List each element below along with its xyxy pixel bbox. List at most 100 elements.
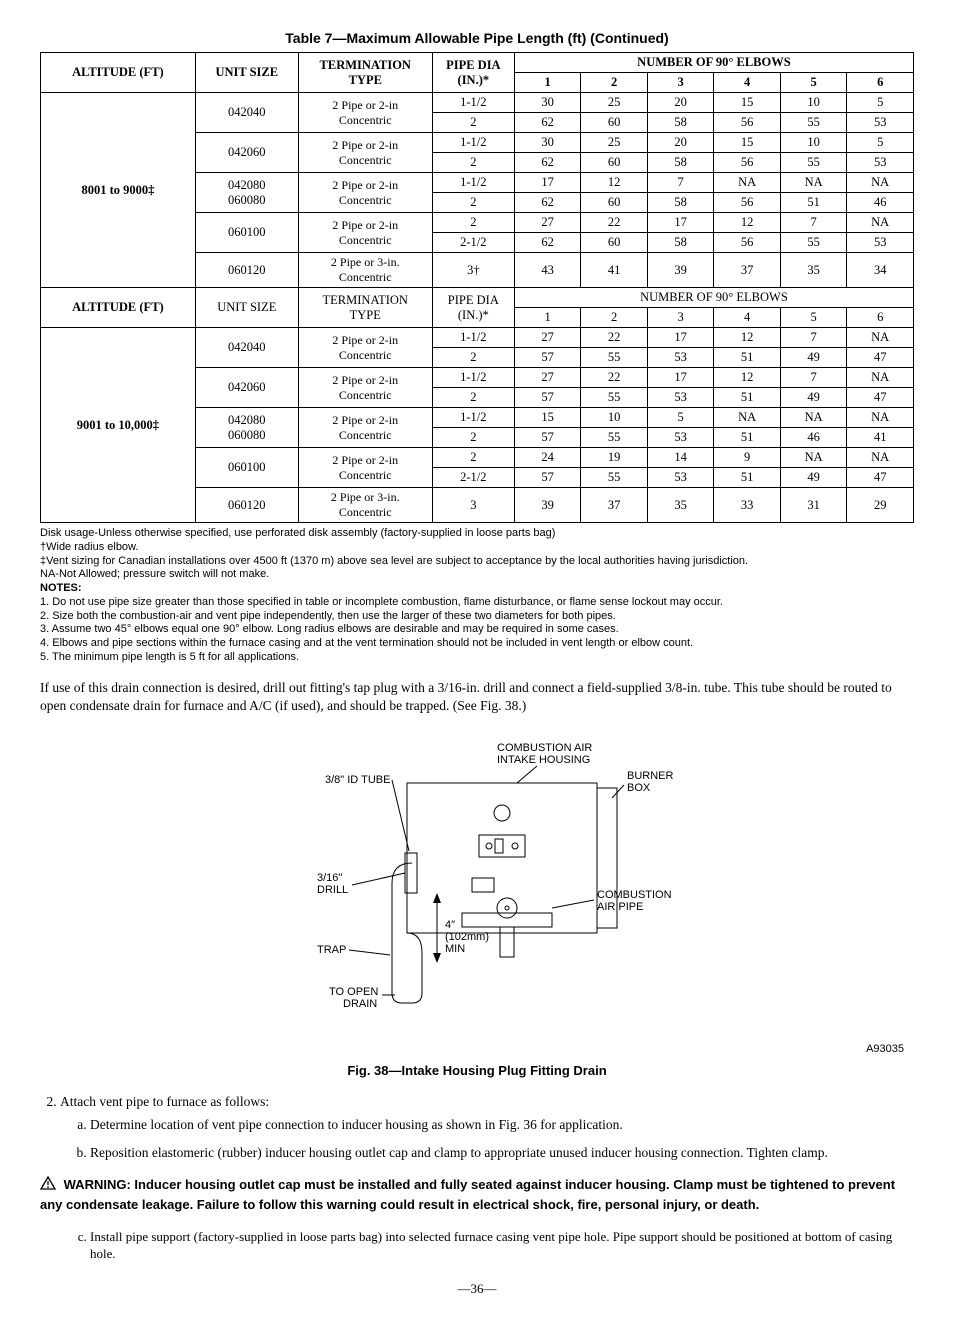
svg-text:3/8" ID TUBE: 3/8" ID TUBE: [325, 774, 390, 786]
warning-text: Inducer housing outlet cap must be insta…: [40, 1177, 895, 1211]
value-cell: 58: [647, 193, 714, 213]
termination-cell: 2 Pipe or 2-inConcentric: [298, 328, 432, 368]
pipe-dia-cell: 2: [432, 348, 514, 368]
termination-cell: 2 Pipe or 2-inConcentric: [298, 368, 432, 408]
hdr-col: 4: [714, 73, 781, 93]
value-cell: 5: [647, 408, 714, 428]
pipe-dia-cell: 2: [432, 113, 514, 133]
value-cell: 14: [647, 448, 714, 468]
hdr-pipedia: PIPE DIA(IN.)*: [432, 53, 514, 93]
unit-size-cell: 060120: [195, 253, 298, 288]
svg-text:COMBUSTION AIR: COMBUSTION AIR: [497, 742, 592, 754]
unit-size-cell: 060120: [195, 488, 298, 523]
svg-text:TO OPEN: TO OPEN: [329, 986, 378, 998]
termination-cell: 2 Pipe or 2-inConcentric: [298, 133, 432, 173]
value-cell: 35: [780, 253, 847, 288]
value-cell: 53: [847, 233, 914, 253]
value-cell: 5: [847, 93, 914, 113]
step2c: Install pipe support (factory-supplied i…: [90, 1228, 914, 1263]
value-cell: 49: [780, 468, 847, 488]
value-cell: 15: [714, 133, 781, 153]
value-cell: 30: [514, 133, 581, 153]
pipe-dia-cell: 2-1/2: [432, 468, 514, 488]
termination-cell: 2 Pipe or 3-in.Concentric: [298, 253, 432, 288]
hdr-col: 5: [780, 73, 847, 93]
midhdr-col: 1: [514, 308, 581, 328]
value-cell: 47: [847, 468, 914, 488]
value-cell: 49: [780, 348, 847, 368]
unit-size-cell: 042060: [195, 133, 298, 173]
value-cell: 9: [714, 448, 781, 468]
value-cell: 12: [714, 328, 781, 348]
hdr-col: 6: [847, 73, 914, 93]
midhdr-unitsize: UNIT SIZE: [195, 288, 298, 328]
value-cell: 58: [647, 153, 714, 173]
svg-text:3/16": 3/16": [317, 872, 342, 884]
step2a: Determine location of vent pipe connecti…: [90, 1116, 914, 1134]
svg-text:(102mm): (102mm): [445, 931, 489, 943]
value-cell: 34: [847, 253, 914, 288]
pipe-dia-cell: 2: [432, 428, 514, 448]
hdr-col: 1: [514, 73, 581, 93]
unit-size-cell: 042040: [195, 93, 298, 133]
value-cell: 19: [581, 448, 648, 468]
hdr-altitude: ALTITUDE (FT): [41, 53, 196, 93]
midhdr-col: 6: [847, 308, 914, 328]
step2-text: Attach vent pipe to furnace as follows:: [60, 1094, 269, 1109]
value-cell: 47: [847, 348, 914, 368]
value-cell: 22: [581, 328, 648, 348]
body-paragraph: If use of this drain connection is desir…: [40, 679, 914, 715]
pipe-dia-cell: 2: [432, 388, 514, 408]
svg-text:AIR PIPE: AIR PIPE: [597, 901, 643, 913]
value-cell: 47: [847, 388, 914, 408]
value-cell: 57: [514, 348, 581, 368]
value-cell: 51: [714, 428, 781, 448]
value-cell: 62: [514, 193, 581, 213]
warning-label: WARNING:: [64, 1177, 131, 1192]
value-cell: 55: [581, 428, 648, 448]
value-cell: 20: [647, 93, 714, 113]
value-cell: NA: [847, 408, 914, 428]
termination-cell: 2 Pipe or 2-inConcentric: [298, 173, 432, 213]
value-cell: NA: [714, 173, 781, 193]
value-cell: 53: [647, 388, 714, 408]
value-cell: 39: [514, 488, 581, 523]
hdr-col: 2: [581, 73, 648, 93]
step2c-list: Install pipe support (factory-supplied i…: [90, 1228, 914, 1263]
value-cell: 17: [647, 213, 714, 233]
value-cell: 56: [714, 233, 781, 253]
midhdr-col: 5: [780, 308, 847, 328]
value-cell: 57: [514, 388, 581, 408]
pipe-dia-cell: 2: [432, 448, 514, 468]
value-cell: 31: [780, 488, 847, 523]
value-cell: 62: [514, 153, 581, 173]
unit-size-cell: 042060: [195, 368, 298, 408]
value-cell: 37: [714, 253, 781, 288]
termination-cell: 2 Pipe or 2-inConcentric: [298, 448, 432, 488]
value-cell: 56: [714, 193, 781, 213]
value-cell: 58: [647, 113, 714, 133]
value-cell: 62: [514, 113, 581, 133]
value-cell: 15: [714, 93, 781, 113]
value-cell: 49: [780, 388, 847, 408]
unit-size-cell: 042040: [195, 328, 298, 368]
diagram-ref: A93035: [40, 1043, 914, 1055]
midhdr-col: 2: [581, 308, 648, 328]
value-cell: 41: [581, 253, 648, 288]
svg-text:COMBUSTION: COMBUSTION: [597, 889, 672, 901]
value-cell: 33: [714, 488, 781, 523]
unit-size-cell: 042080060080: [195, 173, 298, 213]
value-cell: 5: [847, 133, 914, 153]
pipe-dia-cell: 1-1/2: [432, 133, 514, 153]
page-number: —36—: [40, 1281, 914, 1297]
pipe-dia-cell: 3†: [432, 253, 514, 288]
svg-text:DRILL: DRILL: [317, 884, 348, 896]
altitude-cell: 9001 to 10,000‡: [41, 328, 196, 523]
footnotes: Disk usage-Unless otherwise specified, u…: [40, 527, 914, 665]
value-cell: 55: [780, 233, 847, 253]
value-cell: 55: [780, 113, 847, 133]
svg-text:TRAP: TRAP: [317, 944, 346, 956]
value-cell: 55: [581, 348, 648, 368]
value-cell: NA: [847, 368, 914, 388]
value-cell: 22: [581, 213, 648, 233]
